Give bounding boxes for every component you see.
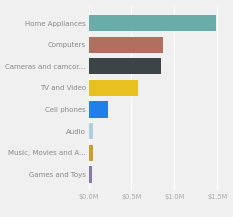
Bar [89,80,138,96]
Bar [89,58,161,74]
Bar [89,166,92,182]
Bar [89,15,216,31]
Bar [89,101,108,118]
Bar [89,145,93,161]
Bar [89,123,93,139]
Bar [89,36,163,53]
